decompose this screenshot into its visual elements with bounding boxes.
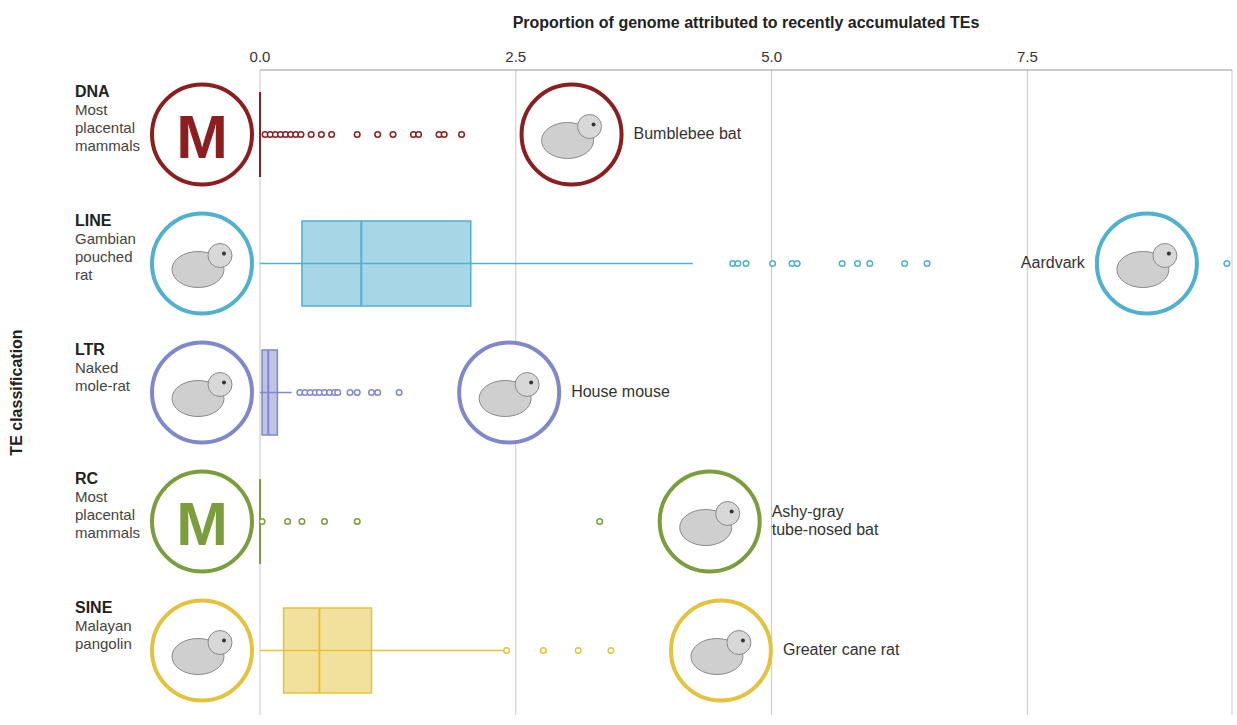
svg-text:pangolin: pangolin [75,635,132,652]
svg-text:M: M [176,102,228,171]
svg-text:5.0: 5.0 [761,48,782,65]
svg-text:M: M [176,489,228,558]
svg-text:Bumblebee bat: Bumblebee bat [634,125,742,142]
svg-text:rat: rat [75,266,93,283]
svg-text:Aardvark: Aardvark [1021,254,1086,271]
svg-text:pouched: pouched [75,248,133,265]
svg-text:Most: Most [75,488,108,505]
svg-text:0.0: 0.0 [250,48,271,65]
svg-text:Most: Most [75,101,108,118]
svg-text:mole-rat: mole-rat [75,377,131,394]
svg-text:LTR: LTR [75,341,105,358]
svg-text:Gambian: Gambian [75,230,136,247]
svg-text:Proportion of genome attribute: Proportion of genome attributed to recen… [513,14,980,31]
svg-text:Naked: Naked [75,359,118,376]
svg-text:Ashy-gray: Ashy-gray [772,503,844,520]
svg-text:Greater cane rat: Greater cane rat [783,641,900,658]
svg-text:mammals: mammals [75,137,140,154]
svg-text:House mouse: House mouse [571,383,670,400]
svg-text:7.5: 7.5 [1017,48,1038,65]
svg-text:SINE: SINE [75,599,113,616]
svg-text:LINE: LINE [75,212,112,229]
svg-text:placental: placental [75,119,135,136]
svg-text:mammals: mammals [75,524,140,541]
svg-text:Malayan: Malayan [75,617,132,634]
svg-text:tube-nosed bat: tube-nosed bat [772,521,879,538]
svg-text:placental: placental [75,506,135,523]
svg-text:RC: RC [75,470,99,487]
svg-text:TE classification: TE classification [8,329,25,455]
svg-text:DNA: DNA [75,83,110,100]
svg-text:2.5: 2.5 [505,48,526,65]
